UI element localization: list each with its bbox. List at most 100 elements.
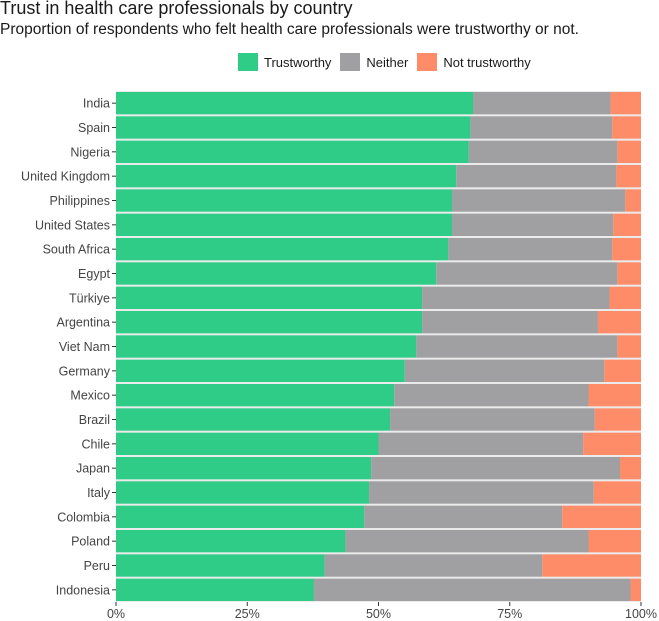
bar-mexico-neither xyxy=(394,384,589,407)
chart-title: Trust in health care professionals by co… xyxy=(0,0,353,18)
bar-united-states-neither xyxy=(452,213,614,236)
bar-argentina-trustworthy xyxy=(116,311,423,334)
bar-viet-nam-neither xyxy=(416,335,618,358)
y-tick-label-united-kingdom: United Kingdom xyxy=(21,170,110,184)
bar-chile-not-trustworthy xyxy=(583,432,641,455)
bar-indonesia-trustworthy xyxy=(116,578,314,601)
bar-italy-trustworthy xyxy=(116,481,370,504)
y-tick-label-brazil: Brazil xyxy=(79,413,110,427)
bar-nigeria-trustworthy xyxy=(116,140,469,163)
bar-turkiye-trustworthy xyxy=(116,286,423,309)
y-tick-label-spain: Spain xyxy=(78,121,110,135)
bar-brazil-neither xyxy=(390,408,595,431)
bar-chile-trustworthy xyxy=(116,432,379,455)
bar-india-trustworthy xyxy=(116,92,473,115)
bar-united-kingdom-neither xyxy=(456,165,617,188)
bar-spain-trustworthy xyxy=(116,116,471,139)
y-tick-label-viet-nam: Viet Nam xyxy=(59,340,110,354)
y-tick-label-nigeria: Nigeria xyxy=(70,145,110,159)
bar-philippines-not-trustworthy xyxy=(625,189,641,212)
bar-egypt-not-trustworthy xyxy=(617,262,641,285)
y-tick-label-egypt: Egypt xyxy=(78,267,110,281)
legend-swatch-trustworthy xyxy=(238,53,258,71)
bar-colombia-neither xyxy=(364,505,563,528)
bar-japan-not-trustworthy xyxy=(620,457,641,480)
y-tick-label-philippines: Philippines xyxy=(50,194,110,208)
x-tick-label: 100% xyxy=(625,607,657,621)
bar-germany-trustworthy xyxy=(116,359,405,382)
bar-india-neither xyxy=(473,92,611,115)
bar-south-africa-not-trustworthy xyxy=(612,238,641,261)
bar-nigeria-not-trustworthy xyxy=(617,140,641,163)
bar-india-not-trustworthy xyxy=(610,92,641,115)
bar-united-kingdom-not-trustworthy xyxy=(616,165,641,188)
bar-united-states-trustworthy xyxy=(116,213,452,236)
bar-nigeria-neither xyxy=(468,140,618,163)
bar-brazil-trustworthy xyxy=(116,408,391,431)
bar-japan-neither xyxy=(371,457,620,480)
bar-colombia-trustworthy xyxy=(116,505,365,528)
x-tick-label: 0% xyxy=(107,607,125,621)
y-tick-label-poland: Poland xyxy=(71,535,110,549)
bar-south-africa-trustworthy xyxy=(116,238,449,261)
y-tick-label-indonesia: Indonesia xyxy=(56,583,110,597)
bar-turkiye-neither xyxy=(422,286,610,309)
bar-peru-neither xyxy=(324,554,543,577)
y-tick-label-japan: Japan xyxy=(76,462,110,476)
bar-mexico-not-trustworthy xyxy=(588,384,641,407)
bar-turkiye-not-trustworthy xyxy=(609,286,641,309)
bar-philippines-trustworthy xyxy=(116,189,452,212)
y-tick-label-peru: Peru xyxy=(84,559,110,573)
y-tick-label-italy: Italy xyxy=(87,486,111,500)
bar-poland-not-trustworthy xyxy=(588,530,641,553)
bar-germany-not-trustworthy xyxy=(604,359,641,382)
bar-chile-neither xyxy=(378,432,584,455)
bar-spain-neither xyxy=(470,116,613,139)
bar-colombia-not-trustworthy xyxy=(562,505,641,528)
legend-item-neither: Neither xyxy=(340,53,408,71)
bar-indonesia-neither xyxy=(313,578,631,601)
x-tick-label: 25% xyxy=(235,607,260,621)
legend-item-trustworthy: Trustworthy xyxy=(238,53,331,71)
bar-south-africa-neither xyxy=(448,238,613,261)
bar-poland-neither xyxy=(345,530,589,553)
legend-swatch-not-trustworthy xyxy=(417,53,438,71)
bar-indonesia-not-trustworthy xyxy=(630,578,641,601)
y-tick-label-india: India xyxy=(83,97,110,111)
y-tick-label-germany: Germany xyxy=(59,364,111,378)
x-tick-label: 50% xyxy=(366,607,391,621)
bar-peru-trustworthy xyxy=(116,554,325,577)
bar-spain-not-trustworthy xyxy=(612,116,641,139)
bar-italy-not-trustworthy xyxy=(593,481,641,504)
bar-egypt-neither xyxy=(436,262,618,285)
bar-argentina-neither xyxy=(422,311,598,334)
y-tick-label-south-africa: South Africa xyxy=(43,243,110,257)
legend-label-trustworthy: Trustworthy xyxy=(264,54,332,70)
bar-italy-neither xyxy=(369,481,594,504)
y-tick-label-chile: Chile xyxy=(82,437,111,451)
bar-brazil-not-trustworthy xyxy=(594,408,641,431)
bar-viet-nam-not-trustworthy xyxy=(617,335,641,358)
y-tick-label-turkiye: Türkiye xyxy=(69,291,110,305)
chart-subtitle: Proportion of respondents who felt healt… xyxy=(0,21,579,38)
bar-japan-trustworthy xyxy=(116,457,372,480)
legend-item-not-trustworthy: Not trustworthy xyxy=(417,53,531,71)
bar-philippines-neither xyxy=(452,189,626,212)
bar-egypt-trustworthy xyxy=(116,262,437,285)
bar-germany-neither xyxy=(404,359,605,382)
y-tick-label-united-states: United States xyxy=(35,218,110,232)
y-tick-label-mexico: Mexico xyxy=(70,389,110,403)
bar-united-states-not-trustworthy xyxy=(613,213,641,236)
legend-label-not-trustworthy: Not trustworthy xyxy=(443,54,531,70)
bar-argentina-not-trustworthy xyxy=(597,311,641,334)
y-tick-label-argentina: Argentina xyxy=(56,316,110,330)
x-tick-label: 75% xyxy=(497,607,522,621)
bar-viet-nam-trustworthy xyxy=(116,335,417,358)
legend: Trustworthy Neither Not trustworthy xyxy=(238,52,540,72)
bar-peru-not-trustworthy xyxy=(542,554,641,577)
legend-label-neither: Neither xyxy=(366,54,409,70)
y-tick-label-colombia: Colombia xyxy=(57,510,110,524)
bar-mexico-trustworthy xyxy=(116,384,395,407)
bar-united-kingdom-trustworthy xyxy=(116,165,457,188)
